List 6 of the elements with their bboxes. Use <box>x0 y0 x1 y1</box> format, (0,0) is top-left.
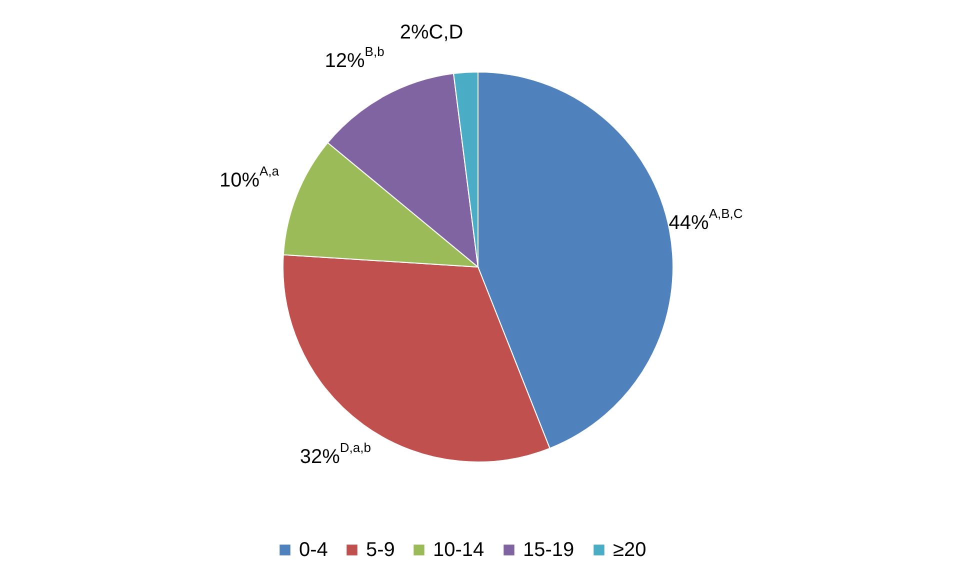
legend-label: 0-4 <box>299 539 328 561</box>
legend-label: 5-9 <box>366 539 395 561</box>
legend-label: ≥20 <box>613 539 646 561</box>
legend-label: 10-14 <box>433 539 484 561</box>
legend-label: 15-19 <box>523 539 574 561</box>
data-label: 2%C,D <box>400 21 464 44</box>
